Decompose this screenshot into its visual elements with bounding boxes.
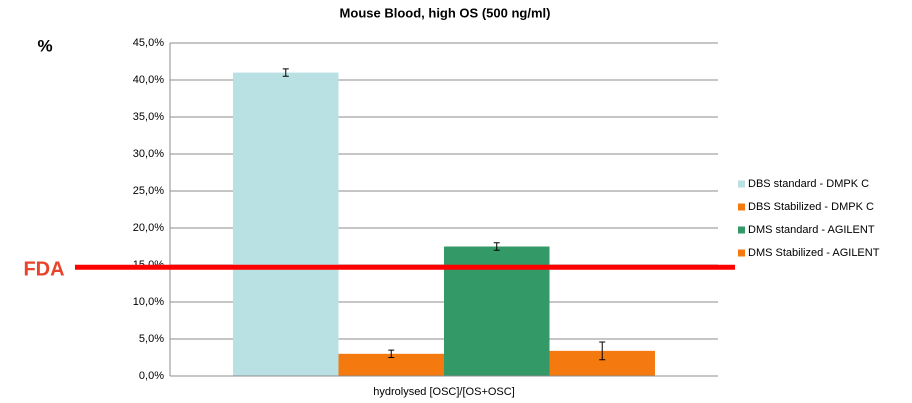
y-axis-label: % (37, 36, 52, 55)
legend-label: DMS standard - AGILENT (748, 224, 875, 236)
legend-swatch (738, 203, 745, 211)
legend-swatch (738, 180, 745, 188)
legend-label: DBS standard - DMPK C (748, 178, 869, 190)
threshold-label: FDA (23, 259, 64, 281)
bar (338, 353, 444, 376)
y-tick-label: 35,0% (133, 111, 164, 123)
legend-label: DBS Stabilized - DMPK C (748, 201, 874, 213)
bar (233, 72, 339, 376)
error-bar (599, 341, 606, 361)
legend-swatch (738, 249, 745, 257)
legend-label: DMS Stabilized - AGILENT (748, 247, 880, 259)
y-tick-label: 10,0% (133, 296, 164, 308)
y-tick-label: 30,0% (133, 148, 164, 160)
x-tick-label: hydrolysed [OSC]/[OS+OSC] (373, 386, 515, 398)
y-tick-label: 0,0% (139, 370, 164, 382)
error-bar (493, 242, 500, 251)
legend-swatch (738, 226, 745, 234)
y-tick-label: 20,0% (133, 222, 164, 234)
chart-title: Mouse Blood, high OS (500 ng/ml) (340, 5, 551, 20)
error-bar (388, 349, 395, 358)
y-tick-label: 25,0% (133, 185, 164, 197)
error-bar (282, 68, 289, 77)
y-tick-label: 40,0% (133, 74, 164, 86)
y-tick-label: 5,0% (139, 333, 164, 345)
y-tick-label: 45,0% (133, 37, 164, 49)
